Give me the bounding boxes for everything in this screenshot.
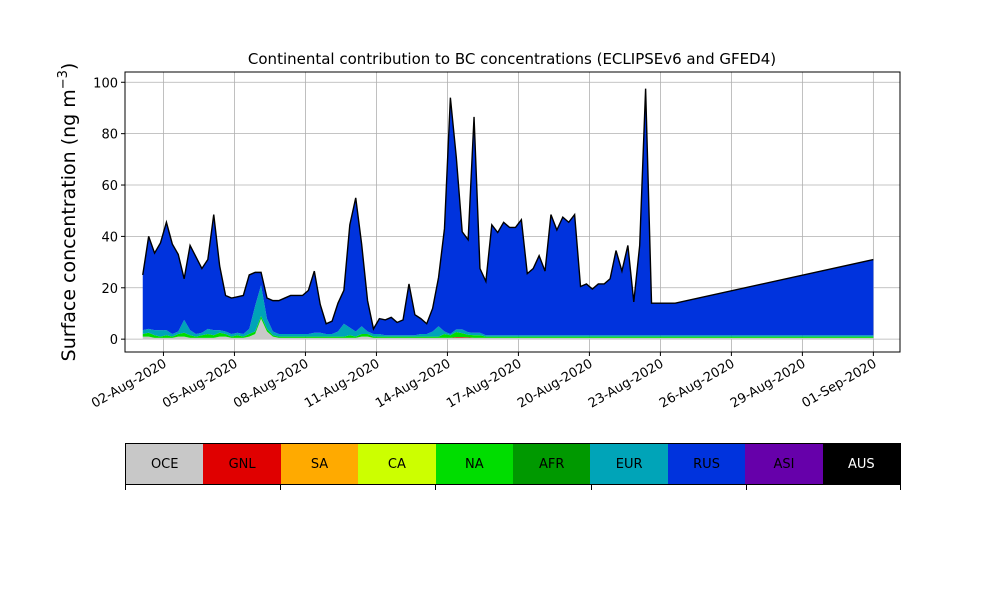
- legend-sa: SA: [280, 444, 359, 484]
- legend-asi: ASI: [745, 444, 823, 484]
- x-tick-label: 08-Aug-2020: [231, 356, 311, 411]
- x-axis-ticks: 02-Aug-202005-Aug-202008-Aug-202011-Aug-…: [89, 352, 879, 412]
- legend-aus: AUS: [822, 444, 901, 484]
- colorbar-tick: [745, 485, 747, 490]
- y-axis-label: Surface concentration (ng m−3): [56, 63, 80, 362]
- x-tick-label: 26-Aug-2020: [657, 356, 737, 411]
- y-axis-label-close: ): [58, 63, 80, 70]
- y-tick-label: 20: [101, 282, 118, 297]
- colorbar-tick: [280, 485, 282, 490]
- y-tick-label: 80: [101, 128, 118, 143]
- y-tick-label: 60: [101, 179, 118, 194]
- x-tick-label: 23-Aug-2020: [586, 356, 666, 411]
- area-eur: [142, 285, 874, 337]
- legend-ca: CA: [358, 444, 436, 484]
- area-rus: [142, 88, 874, 336]
- x-tick-label: 20-Aug-2020: [515, 356, 595, 411]
- y-tick-label: 100: [93, 76, 118, 91]
- legend-oce: OCE: [126, 444, 204, 484]
- chart-title: Continental contribution to BC concentra…: [248, 50, 776, 68]
- x-tick-label: 29-Aug-2020: [728, 356, 808, 411]
- y-tick-label: 0: [110, 333, 118, 348]
- x-tick-label: 01-Sep-2020: [800, 356, 880, 411]
- legend-na: NA: [435, 444, 514, 484]
- area-na: [142, 316, 874, 338]
- legend-rus: RUS: [667, 444, 746, 484]
- chart: 0 20 40 60 80 100 02-Aug-202005-Aug-202008-Au…: [56, 50, 901, 412]
- x-tick-label: 17-Aug-2020: [444, 356, 524, 411]
- total-line: [142, 88, 874, 331]
- colorbar-tick: [590, 485, 592, 490]
- legend-eur: EUR: [590, 444, 668, 484]
- y-tick-label: 40: [101, 230, 118, 245]
- legend-afr: AFR: [513, 444, 591, 484]
- x-tick-label: 05-Aug-2020: [160, 356, 240, 411]
- y-axis-label-exponent: −3: [56, 70, 71, 89]
- colorbar-tick: [125, 485, 126, 490]
- x-tick-label: 02-Aug-2020: [89, 356, 169, 411]
- stacked-areas: [142, 88, 874, 340]
- plot-frame: [124, 71, 901, 353]
- colorbar-tick: [435, 485, 437, 490]
- colorbar-legend: OCE GNL SA CA NA AFR EUR RUS ASI AUS: [125, 443, 901, 485]
- y-axis-ticks: 0 20 40 60 80 100: [93, 76, 125, 348]
- colorbar-tick: [900, 485, 901, 490]
- legend-gnl: GNL: [203, 444, 281, 484]
- y-axis-label-main: Surface concentration (ng m: [58, 89, 80, 361]
- total-concentration-line: [142, 88, 874, 331]
- colorbar-ticks: [125, 485, 901, 491]
- x-tick-label: 14-Aug-2020: [373, 356, 453, 411]
- x-tick-label: 11-Aug-2020: [302, 356, 382, 411]
